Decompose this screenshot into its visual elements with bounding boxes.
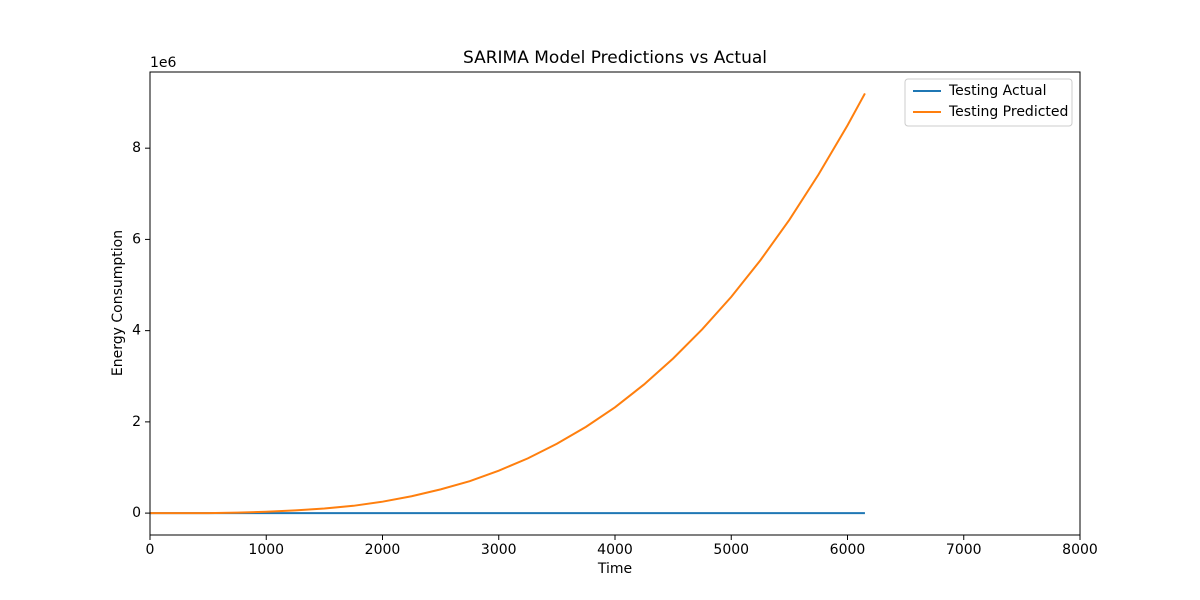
x-tick-label: 6000 (830, 542, 866, 558)
legend-box (904, 78, 1073, 127)
y-offset-label: 1e6 (150, 55, 177, 71)
legend-label: Testing Predicted (948, 104, 1068, 120)
x-tick-label: 7000 (946, 542, 982, 558)
y-tick-label: 8 (132, 140, 141, 156)
chart-title: SARIMA Model Predictions vs Actual (463, 48, 767, 68)
legend-label: Testing Actual (948, 83, 1047, 99)
y-tick-label: 4 (132, 323, 141, 339)
series-line (150, 92, 866, 515)
y-tick-label: 0 (132, 505, 141, 521)
x-tick-label: 0 (146, 542, 155, 558)
y-axis-label: Energy Consumption (110, 230, 126, 376)
x-tick-label: 2000 (365, 542, 401, 558)
x-tick-label: 8000 (1062, 542, 1098, 558)
x-tick-label: 5000 (713, 542, 749, 558)
y-tick-label: 6 (132, 231, 141, 247)
x-axis-label: Time (597, 561, 632, 577)
x-tick-label: 1000 (248, 542, 284, 558)
x-tick-label: 4000 (597, 542, 633, 558)
plot-frame (149, 71, 1081, 536)
y-tick-label: 2 (132, 414, 141, 430)
x-tick-label: 3000 (481, 542, 517, 558)
